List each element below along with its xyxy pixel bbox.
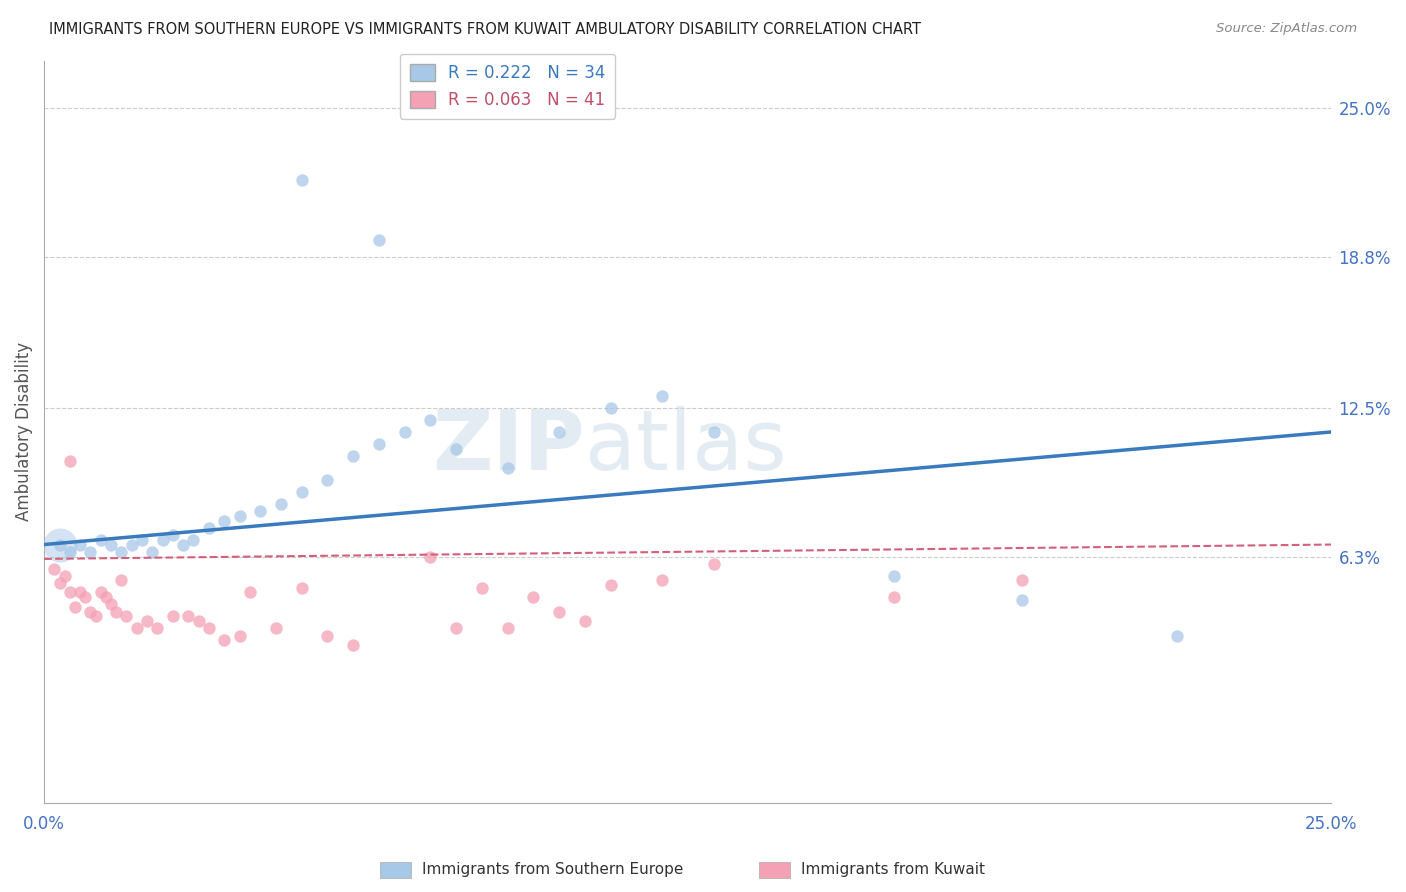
Text: 25.0%: 25.0% [1305,815,1358,833]
Point [75,591,97,605]
Point [471,581,494,595]
Point [342,638,364,652]
Point [548,425,571,439]
Point [496,461,519,475]
Point [264,621,287,635]
Point [1011,592,1033,607]
Point [444,442,467,456]
Point [121,537,143,551]
Point [1166,629,1188,643]
Point [177,609,200,624]
Point [367,437,389,451]
Point [90,585,112,599]
Point [367,233,389,247]
Point [131,533,153,547]
Point [90,533,112,547]
Point [702,425,724,439]
Point [59,585,82,599]
Text: Immigrants from Kuwait: Immigrants from Kuwait [801,863,986,877]
Text: atlas: atlas [585,406,786,487]
Point [69,537,91,551]
Point [162,528,184,542]
Point [883,591,905,605]
Point [141,545,163,559]
Point [229,508,252,523]
Point [110,545,132,559]
Point [239,585,262,599]
Point [172,537,194,551]
Point [84,609,107,624]
Point [651,389,673,403]
Point [53,568,76,582]
Legend: R = 0.222   N = 34, R = 0.063   N = 41: R = 0.222 N = 34, R = 0.063 N = 41 [399,54,616,119]
Point [136,614,159,628]
Point [146,621,169,635]
Point [198,521,221,535]
Point [94,591,117,605]
Text: ZIP: ZIP [432,406,585,487]
Point [1011,574,1033,588]
Text: Immigrants from Southern Europe: Immigrants from Southern Europe [422,863,683,877]
Point [214,514,236,528]
Point [290,173,312,187]
Point [496,621,519,635]
Point [574,614,596,628]
Point [44,561,66,575]
Point [59,545,82,559]
Point [100,537,122,551]
Point [229,629,252,643]
Point [316,473,339,487]
Text: IMMIGRANTS FROM SOUTHERN EUROPE VS IMMIGRANTS FROM KUWAIT AMBULATORY DISABILITY : IMMIGRANTS FROM SOUTHERN EUROPE VS IMMIG… [49,22,921,37]
Point [59,453,82,467]
Point [883,568,905,582]
Point [152,533,174,547]
Point [316,629,339,643]
Point [249,504,271,518]
Point [125,621,148,635]
Point [79,605,101,619]
Point [187,614,209,628]
Point [79,545,101,559]
Point [63,599,86,614]
Point [69,585,91,599]
Point [198,621,221,635]
Point [270,497,292,511]
Point [48,575,70,590]
Point [48,537,70,551]
Point [444,621,467,635]
Y-axis label: Ambulatory Disability: Ambulatory Disability [15,343,32,522]
Point [214,633,236,648]
Point [599,401,621,415]
Point [110,574,132,588]
Point [183,533,205,547]
Text: Source: ZipAtlas.com: Source: ZipAtlas.com [1216,22,1357,36]
Point [290,484,312,499]
Point [702,557,724,571]
Point [522,591,544,605]
Point [342,449,364,463]
Point [105,605,128,619]
Point [48,537,70,551]
Point [651,574,673,588]
Point [394,425,416,439]
Point [599,578,621,592]
Point [419,549,441,564]
Point [162,609,184,624]
Point [548,605,571,619]
Point [115,609,138,624]
Point [100,598,122,612]
Point [290,581,312,595]
Text: 0.0%: 0.0% [22,815,65,833]
Point [419,413,441,427]
